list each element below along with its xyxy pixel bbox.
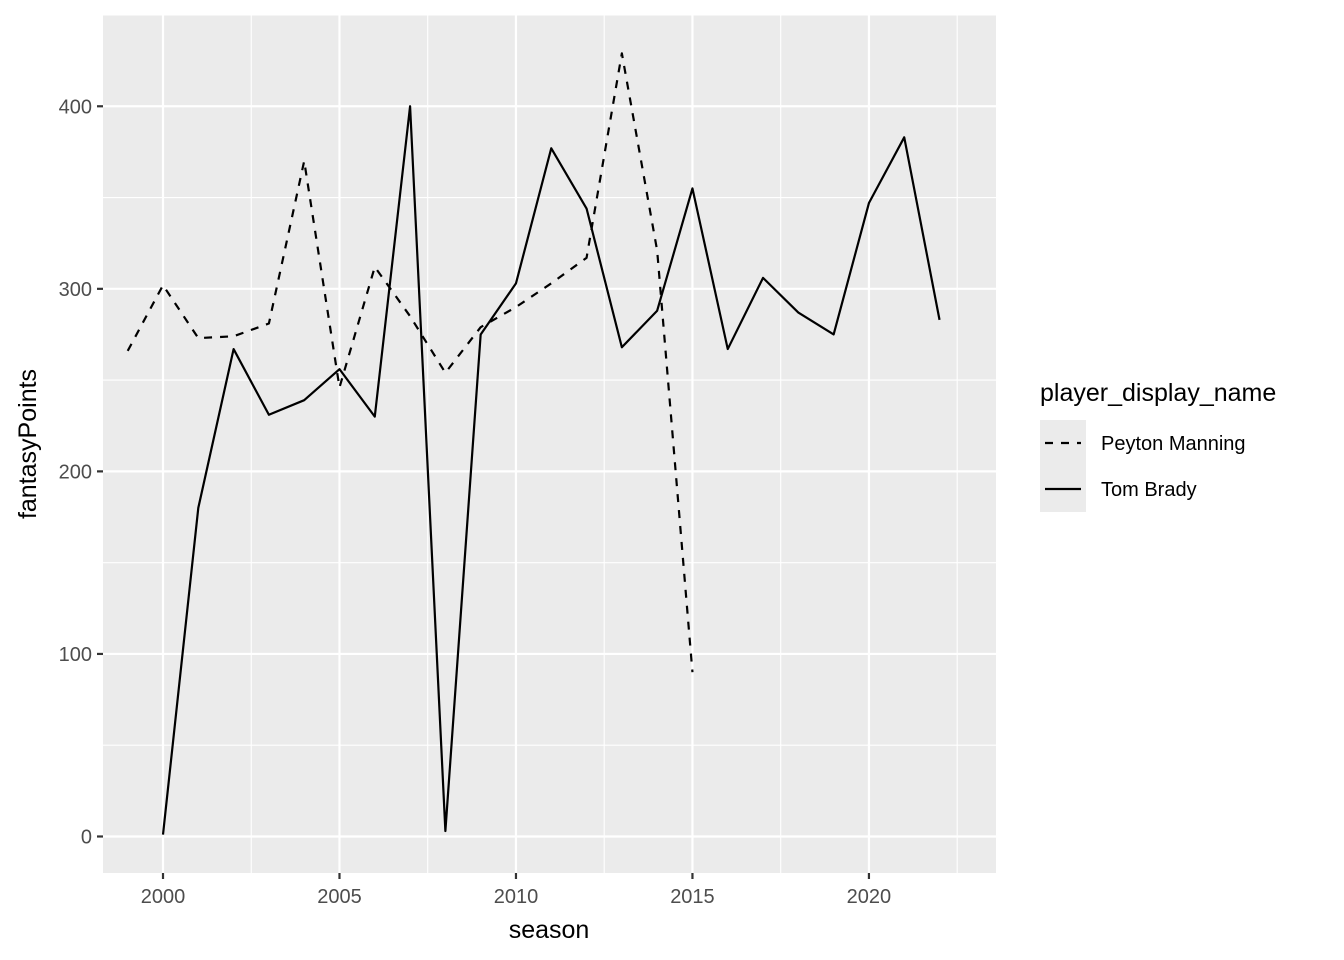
y-tick-label: 0 [81, 826, 92, 848]
legend-label-tom-brady: Tom Brady [1101, 479, 1197, 501]
y-axis-title: fantasyPoints [14, 369, 42, 519]
x-tick-label: 2020 [847, 886, 892, 908]
x-axis: 2000 2005 2010 2015 2020 [141, 873, 891, 908]
x-tick-label: 2015 [670, 886, 715, 908]
x-axis-title: season [509, 916, 590, 944]
major-gridlines [103, 15, 996, 873]
series-lines [126, 52, 941, 835]
legend: player_display_name Peyton Manning Tom Br… [1040, 379, 1276, 512]
legend-label-peyton-manning: Peyton Manning [1101, 433, 1246, 455]
minor-gridlines [103, 14, 996, 873]
series-line-peyton-manning [126, 52, 694, 673]
x-tick-label: 2000 [141, 886, 186, 908]
y-tick-label: 300 [59, 279, 92, 301]
panel-background [103, 15, 996, 873]
y-axis: 0 100 200 300 400 [59, 96, 103, 848]
y-tick-label: 100 [59, 644, 92, 666]
legend-title: player_display_name [1040, 379, 1276, 407]
series-line-tom-brady [161, 105, 941, 835]
y-tick-label: 200 [59, 461, 92, 483]
legend-items: Peyton Manning Tom Brady [1040, 420, 1246, 512]
x-tick-label: 2010 [494, 886, 539, 908]
x-tick-label: 2005 [317, 886, 362, 908]
y-tick-label: 400 [59, 96, 92, 118]
